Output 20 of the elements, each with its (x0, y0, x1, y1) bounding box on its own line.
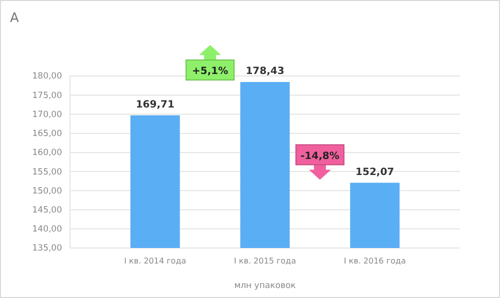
y-tick-label: 175,00 (32, 90, 62, 101)
data-label: 178,43 (246, 66, 284, 77)
x-axis-title: млн упаковок (234, 281, 296, 291)
data-label: 169,71 (136, 99, 174, 110)
y-tick-label: 155,00 (32, 167, 62, 178)
annotation: +5,1% (192, 66, 228, 77)
annotation: -14,8% (300, 150, 340, 162)
chart-title: А (10, 11, 19, 26)
y-tick-label: 145,00 (32, 206, 62, 216)
y-tick-label: 165,00 (32, 129, 62, 140)
y-tick-label: 160,00 (32, 148, 62, 158)
data-label: 152,07 (356, 166, 394, 178)
x-tick-label: I кв. 2015 года (234, 256, 296, 266)
x-tick-label: I кв. 2016 года (344, 256, 406, 266)
y-tick-label: 140,00 (32, 224, 62, 235)
y-tick-label: 170,00 (32, 110, 62, 120)
y-tick-label: 150,00 (32, 186, 62, 196)
y-tick-label: 135,00 (32, 244, 62, 254)
x-tick-label: I кв. 2014 года (124, 256, 186, 266)
y-tick-label: 180,00 (32, 72, 62, 82)
